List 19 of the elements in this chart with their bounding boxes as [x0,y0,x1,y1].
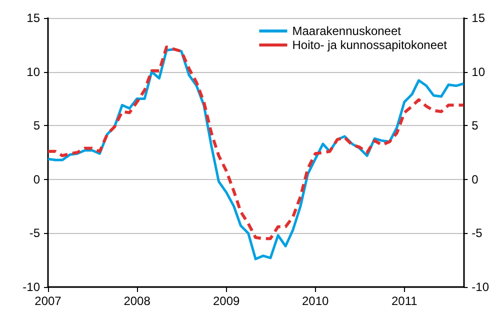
legend-label: Maarakennuskoneet [292,24,402,38]
y-tick-label: 0 [33,172,40,186]
y-tick-label: -10 [22,280,40,294]
y2-tick-label: 10 [472,64,486,79]
x-tick-label: 2008 [124,294,151,308]
y2-tick-label: 5 [472,118,479,133]
y2-tick-label: 0 [472,172,479,186]
y2-tick-label: -5 [472,226,483,240]
x-tick-label: 2007 [34,294,62,308]
x-tick-label: 2011 [391,294,418,308]
y-tick-label: 15 [26,11,40,25]
y-tick-label: 5 [33,118,40,133]
legend-label: Hoito- ja kunnossapitokoneet [292,38,448,52]
y-tick-label: 10 [26,64,40,79]
y2-tick-label: 15 [472,11,486,25]
y-tick-label: -5 [29,226,40,240]
x-tick-label: 2010 [302,294,330,308]
x-tick-label: 2009 [212,294,240,308]
y2-tick-label: -10 [472,280,490,294]
